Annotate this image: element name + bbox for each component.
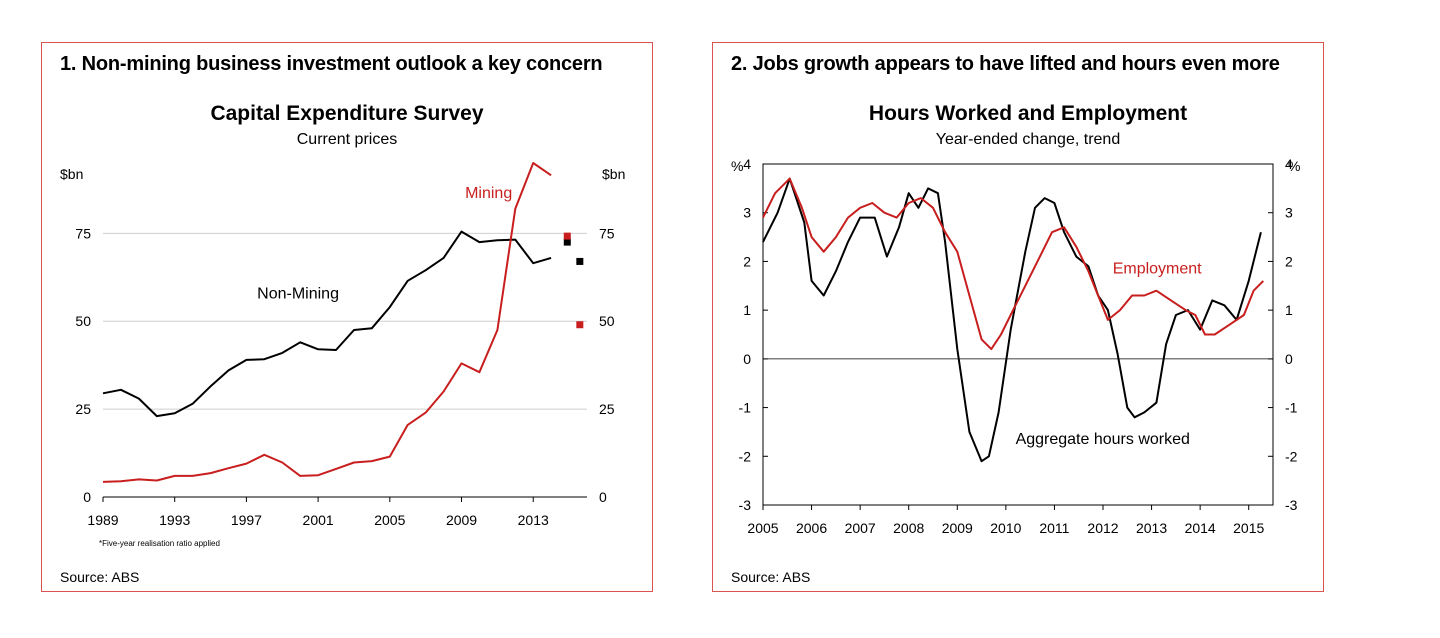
x-tick-label: 2011 — [1039, 520, 1069, 536]
y-tick-left: -3 — [739, 497, 752, 513]
series-label: Aggregate hours worked — [1016, 431, 1190, 448]
y-tick-right: 25 — [599, 401, 615, 417]
y-tick-left: 0 — [83, 489, 91, 505]
footnote: *Five-year realisation ratio applied — [99, 539, 220, 548]
y-tick-left: 50 — [75, 313, 91, 329]
series-label: Employment — [1113, 261, 1202, 278]
x-tick-label: 2010 — [990, 520, 1021, 536]
series-line-non-mining — [102, 230, 552, 418]
plot-frame — [762, 163, 1274, 506]
x-tick-label: 2012 — [1087, 520, 1118, 536]
y-tick-right: -1 — [1285, 400, 1298, 416]
x-tick-label: 2005 — [374, 512, 405, 528]
y-tick-left: 75 — [75, 225, 91, 241]
chart-subtitle: Year-ended change, trend — [936, 131, 1120, 148]
x-tick-label: 2007 — [845, 520, 876, 536]
y-tick-right: 75 — [599, 225, 615, 241]
y-tick-right: 0 — [599, 489, 607, 505]
x-tick-label: 2013 — [518, 512, 549, 528]
series-line-employment — [762, 177, 1265, 351]
forecast-marker — [563, 232, 571, 240]
series-label: Mining — [465, 185, 512, 202]
chart-capex: Capital Expenditure Survey Current prices… — [60, 102, 625, 528]
y-unit-right: $bn — [602, 166, 625, 182]
y-tick-right: 2 — [1285, 253, 1293, 269]
chart-title: Hours Worked and Employment — [869, 102, 1187, 125]
y-unit-left: $bn — [60, 166, 83, 182]
x-tick-label: 2009 — [942, 520, 973, 536]
x-tick-label: 1993 — [159, 512, 190, 528]
x-tick-label: 1997 — [231, 512, 262, 528]
x-tick-label: 2005 — [747, 520, 778, 536]
y-tick-left: 2 — [743, 253, 751, 269]
y-tick-left: 25 — [75, 401, 91, 417]
panel-heading: 2. Jobs growth appears to have lifted an… — [731, 53, 1280, 75]
chart-title: Capital Expenditure Survey — [210, 102, 483, 125]
series-label: Non-Mining — [257, 285, 339, 302]
y-tick-right: -3 — [1285, 497, 1298, 513]
x-tick-label: 2009 — [446, 512, 477, 528]
y-tick-right: 50 — [599, 313, 615, 329]
y-tick-left: 1 — [743, 302, 751, 318]
y-tick-right: 4 — [1285, 156, 1293, 172]
source-label: Source: ABS — [60, 569, 140, 585]
forecast-marker — [576, 257, 584, 265]
x-tick-label: 2006 — [796, 520, 827, 536]
y-tick-right: 3 — [1285, 205, 1293, 221]
y-tick-left: -1 — [739, 400, 752, 416]
chart-panel-2: 2. Jobs growth appears to have lifted an… — [712, 42, 1324, 592]
forecast-marker — [563, 238, 571, 246]
series-line-aggregate-hours-worked — [762, 177, 1262, 463]
y-unit-left: % — [731, 158, 743, 174]
y-tick-left: 3 — [743, 205, 751, 221]
chart-subtitle: Current prices — [297, 131, 397, 148]
chart-panel-1: 1. Non-mining business investment outloo… — [41, 42, 653, 592]
source-label: Source: ABS — [731, 569, 811, 585]
x-tick-label: 2001 — [303, 512, 334, 528]
x-tick-label: 1989 — [87, 512, 118, 528]
forecast-marker — [576, 321, 584, 329]
y-tick-right: 1 — [1285, 302, 1293, 318]
x-tick-label: 2008 — [893, 520, 924, 536]
x-tick-label: 2015 — [1233, 520, 1264, 536]
y-tick-right: -2 — [1285, 448, 1298, 464]
panel-heading: 1. Non-mining business investment outloo… — [60, 53, 603, 75]
y-tick-left: 4 — [743, 156, 751, 172]
series-line-mining — [102, 162, 552, 483]
x-tick-label: 2014 — [1185, 520, 1216, 536]
y-tick-left: -2 — [739, 448, 752, 464]
y-unit-right: % — [1288, 158, 1300, 174]
y-tick-left: 0 — [743, 351, 751, 367]
chart-hours-employment: Hours Worked and Employment Year-ended ch… — [731, 102, 1300, 536]
y-tick-right: 0 — [1285, 351, 1293, 367]
x-tick-label: 2013 — [1136, 520, 1167, 536]
